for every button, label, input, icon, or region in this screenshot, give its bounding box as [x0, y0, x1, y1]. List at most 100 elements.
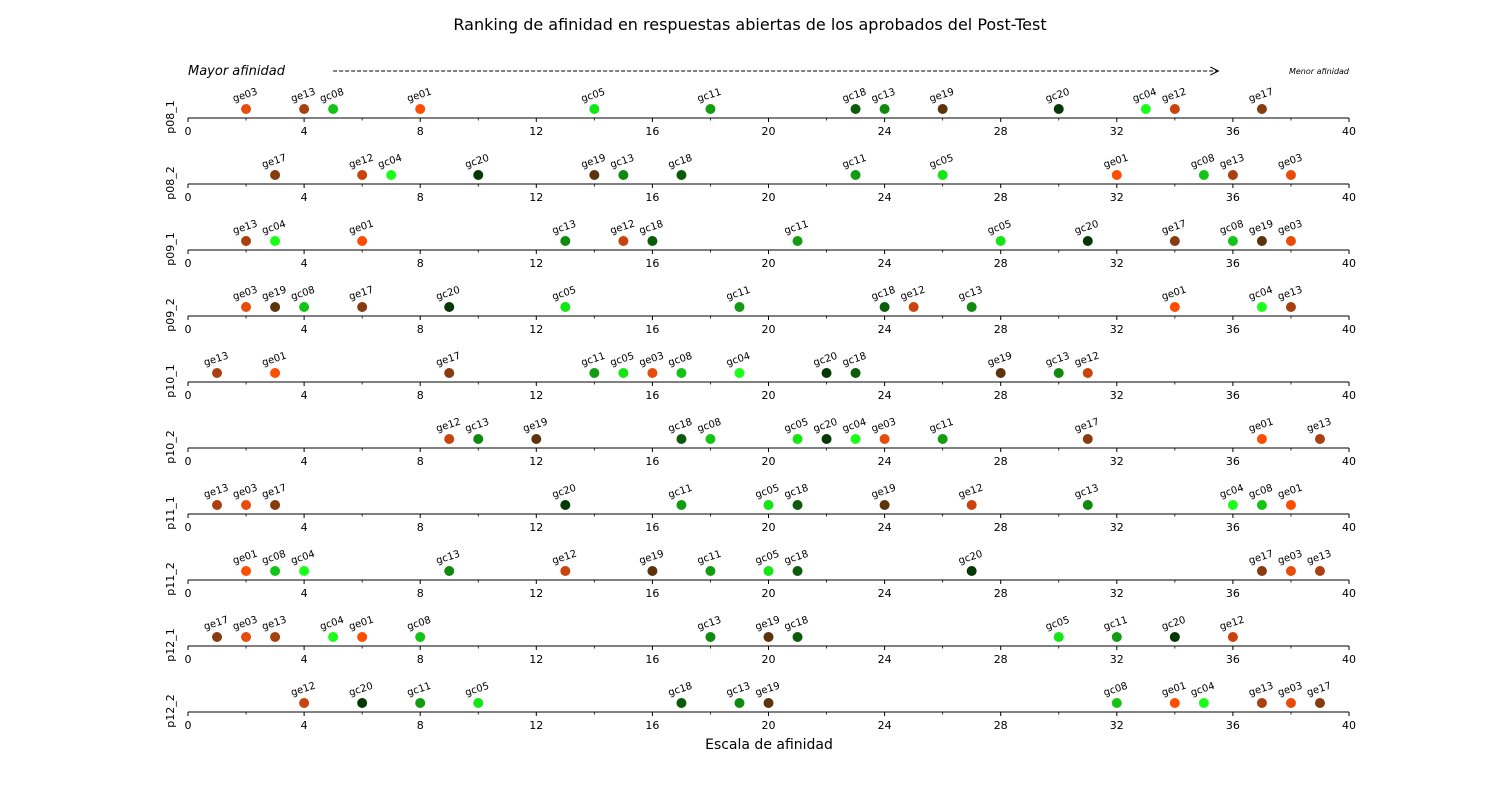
tick-label: 32 — [1110, 191, 1124, 204]
point-label-ge01: ge01 — [1160, 681, 1187, 699]
row-label: p08_1 — [164, 100, 177, 133]
tick-label: 16 — [645, 455, 659, 468]
point-ge01 — [1111, 170, 1122, 180]
point-gc04 — [1256, 302, 1267, 312]
point-label-gc04: gc04 — [1218, 483, 1245, 501]
point-gc20 — [1053, 104, 1064, 114]
tick-label: 16 — [645, 653, 659, 666]
point-label-ge13: ge13 — [1306, 549, 1333, 567]
point-gc08 — [676, 368, 687, 378]
point-label-gc08: gc08 — [1247, 483, 1274, 501]
point-gc20 — [966, 566, 977, 576]
tick-label: 0 — [185, 587, 192, 600]
x-axis-label: Escala de afinidad — [705, 737, 833, 753]
point-label-gc20: gc20 — [1044, 87, 1071, 105]
tick-label: 28 — [994, 719, 1008, 732]
tick-label: 32 — [1110, 587, 1124, 600]
point-label-gc11: gc11 — [928, 417, 955, 435]
tick-label: 4 — [301, 257, 308, 270]
point-label-gc08: gc08 — [696, 417, 723, 435]
row-p11_1: p11_1 0 4 8 12 16 20 24 28 32 36 40 ge13 ge03 ge17 gc20… — [164, 483, 1356, 534]
tick-label: 40 — [1342, 587, 1356, 600]
point-ge03 — [241, 500, 252, 510]
tick-label: 0 — [185, 719, 192, 732]
tick-label: 4 — [301, 521, 308, 534]
tick-label: 24 — [878, 521, 892, 534]
point-label-ge12: ge12 — [957, 483, 984, 501]
point-label-ge03: ge03 — [232, 87, 259, 105]
point-gc20 — [821, 368, 832, 378]
point-label-ge19: ge19 — [638, 549, 665, 567]
point-label-ge17: ge17 — [1160, 219, 1187, 237]
tick-label: 36 — [1226, 257, 1240, 270]
point-ge17 — [270, 500, 281, 510]
point-label-gc05: gc05 — [783, 417, 810, 435]
point-gc18 — [676, 170, 687, 180]
point-label-ge12: ge12 — [1073, 351, 1100, 369]
tick-label: 4 — [301, 389, 308, 402]
point-ge01 — [1169, 698, 1180, 708]
tick-label: 20 — [762, 587, 776, 600]
point-label-gc11: gc11 — [1102, 615, 1129, 633]
point-ge12 — [299, 698, 310, 708]
point-gc20 — [821, 434, 832, 444]
point-label-ge12: ge12 — [1218, 615, 1245, 633]
row-label: p08_2 — [164, 166, 177, 199]
tick-label: 4 — [301, 323, 308, 336]
tick-label: 24 — [878, 191, 892, 204]
point-gc13 — [879, 104, 890, 114]
point-label-gc08: gc08 — [1102, 681, 1129, 699]
tick-label: 24 — [878, 257, 892, 270]
point-gc05 — [618, 368, 629, 378]
point-label-gc08: gc08 — [319, 87, 346, 105]
row-label: p12_2 — [164, 694, 177, 727]
tick-label: 8 — [417, 521, 424, 534]
point-ge19 — [937, 104, 948, 114]
point-label-gc13: gc13 — [725, 681, 752, 699]
tick-label: 4 — [301, 719, 308, 732]
point-gc04 — [1140, 104, 1151, 114]
tick-label: 8 — [417, 587, 424, 600]
point-gc04 — [1198, 698, 1209, 708]
point-ge03 — [241, 302, 252, 312]
point-ge03 — [241, 632, 252, 642]
point-label-ge03: ge03 — [232, 615, 259, 633]
tick-label: 28 — [994, 587, 1008, 600]
tick-label: 4 — [301, 455, 308, 468]
tick-label: 24 — [878, 719, 892, 732]
point-label-gc20: gc20 — [1160, 615, 1187, 633]
tick-label: 20 — [762, 257, 776, 270]
point-label-gc20: gc20 — [435, 285, 462, 303]
tick-label: 32 — [1110, 653, 1124, 666]
point-ge13 — [1256, 698, 1267, 708]
point-ge13 — [299, 104, 310, 114]
tick-label: 32 — [1110, 323, 1124, 336]
point-gc05 — [473, 698, 484, 708]
point-ge17 — [1169, 236, 1180, 246]
point-label-gc04: gc04 — [261, 219, 288, 237]
tick-label: 20 — [762, 191, 776, 204]
point-label-gc04: gc04 — [377, 153, 404, 171]
point-label-ge17: ge17 — [261, 153, 288, 171]
point-gc18 — [647, 236, 658, 246]
point-label-ge13: ge13 — [232, 219, 259, 237]
row-label: p09_1 — [164, 232, 177, 265]
chart-title: Ranking de afinidad en respuestas abiert… — [453, 15, 1046, 34]
point-ge17 — [212, 632, 223, 642]
tick-label: 4 — [301, 125, 308, 138]
point-label-ge19: ge19 — [754, 681, 781, 699]
point-ge12 — [966, 500, 977, 510]
point-label-gc13: gc13 — [609, 153, 636, 171]
point-ge17 — [1256, 104, 1267, 114]
point-label-ge03: ge03 — [870, 417, 897, 435]
point-gc20 — [357, 698, 368, 708]
point-gc08 — [270, 566, 281, 576]
point-label-gc05: gc05 — [928, 153, 955, 171]
point-label-gc11: gc11 — [696, 87, 723, 105]
point-gc08 — [299, 302, 310, 312]
tick-label: 16 — [645, 521, 659, 534]
point-label-ge03: ge03 — [232, 483, 259, 501]
point-label-ge12: ge12 — [1160, 87, 1187, 105]
point-label-ge03: ge03 — [1276, 153, 1303, 171]
